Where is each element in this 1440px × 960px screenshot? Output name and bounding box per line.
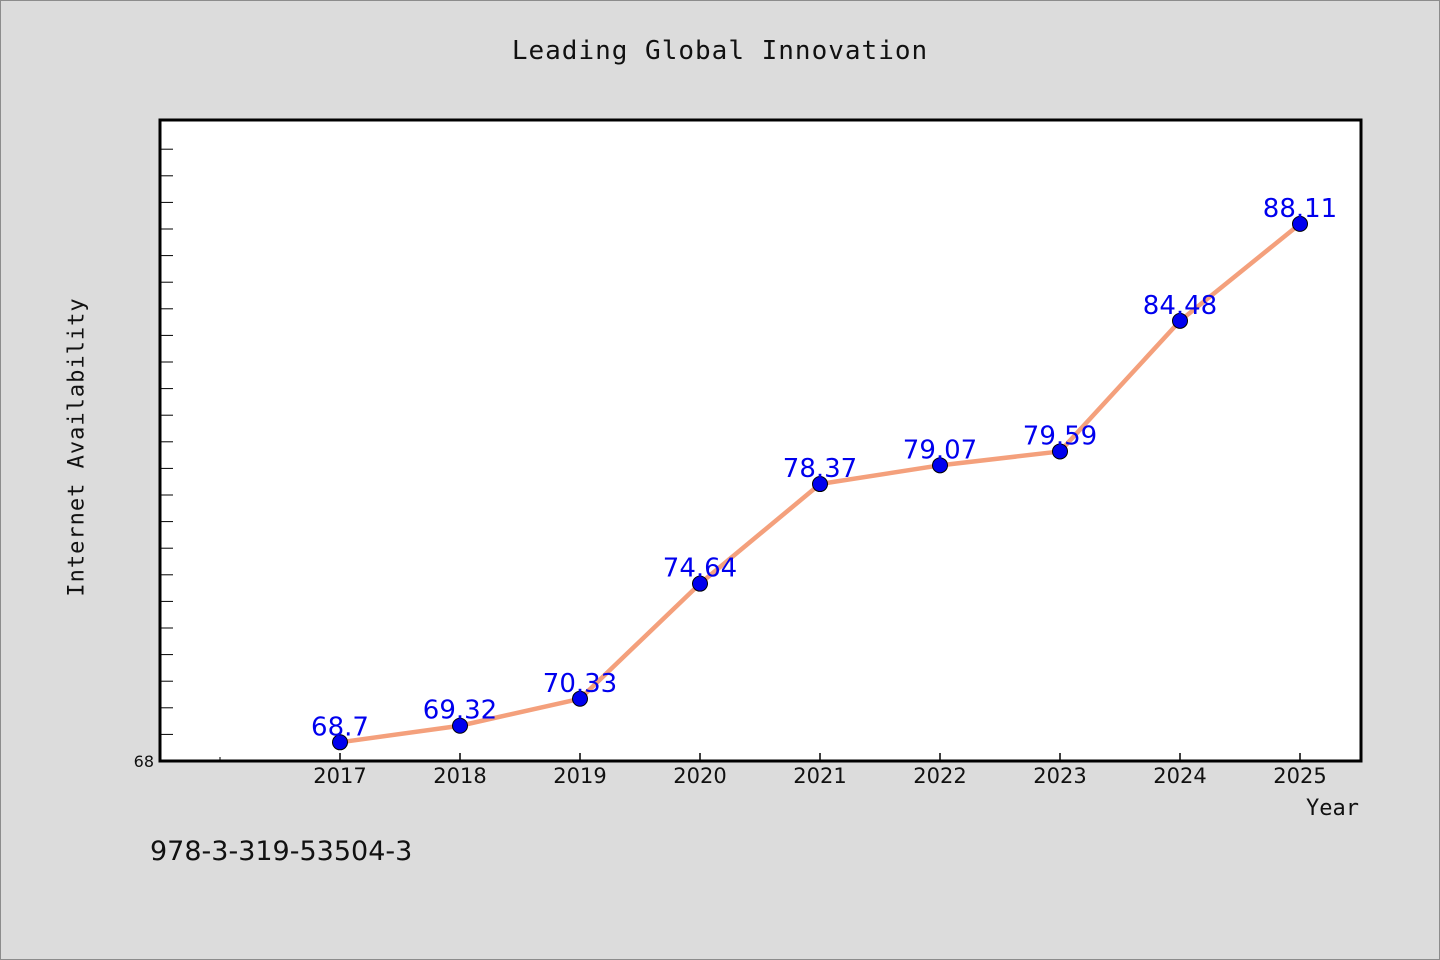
data-label-layer: 68.7 69.32 70.33 74.64 78.37 79.07 79.59 84.48 8… (311, 194, 1337, 742)
x-tick-label: 2025 (1273, 764, 1326, 788)
data-point (812, 476, 828, 493)
data-point (452, 717, 468, 734)
x-tick-label: 2024 (1153, 764, 1206, 788)
x-tick-label: 2020 (673, 764, 726, 788)
data-point (932, 457, 948, 474)
x-tick-label: 2019 (553, 764, 606, 788)
data-label: 84.48 (1143, 291, 1217, 321)
y-tick-label: 68 (134, 752, 154, 771)
data-label: 79.59 (1023, 421, 1097, 451)
data-point (692, 575, 708, 592)
x-tick-label: 2022 (913, 764, 966, 788)
footer-code: 978-3-319-53504-3 (150, 836, 413, 867)
x-tick-label: 2018 (433, 764, 486, 788)
x-tick-label: 2021 (793, 764, 846, 788)
data-point (572, 690, 588, 707)
data-point (1052, 443, 1068, 460)
plot-area (158, 118, 1363, 763)
data-point (1172, 312, 1188, 329)
x-axis-ticks: 2017 2018 2019 2020 2021 2022 2023 2024 2025 (219, 753, 1327, 788)
data-label: 78.37 (783, 454, 857, 484)
data-point (332, 734, 348, 751)
y-axis-ticks: 68 (134, 148, 173, 771)
chart-title: Leading Global Innovation (511, 36, 929, 66)
marker-layer (332, 215, 1308, 751)
data-label: 79.07 (903, 435, 977, 465)
data-label: 68.7 (311, 712, 369, 742)
data-label: 74.64 (663, 554, 737, 584)
data-label: 70.33 (543, 669, 617, 699)
x-axis-label: Year (1306, 796, 1359, 821)
data-label: 88.11 (1263, 194, 1337, 224)
x-tick-label: 2017 (313, 764, 366, 788)
data-label: 69.32 (423, 696, 497, 726)
data-point (1292, 215, 1308, 232)
x-tick-label: 2023 (1033, 764, 1086, 788)
